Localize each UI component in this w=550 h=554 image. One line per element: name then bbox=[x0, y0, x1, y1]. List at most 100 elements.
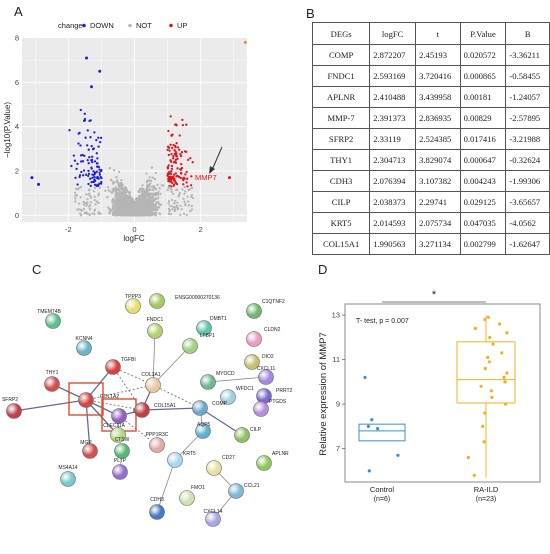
network-node-fmo1[interactable] bbox=[179, 490, 195, 506]
network-node-clec11a[interactable] bbox=[110, 427, 126, 443]
network-node-comp[interactable] bbox=[192, 400, 208, 416]
gene-point bbox=[186, 185, 189, 188]
gene-point bbox=[179, 204, 182, 208]
network-node-krt5[interactable] bbox=[167, 452, 183, 468]
network-node-ccl21[interactable] bbox=[228, 483, 244, 499]
network-edge bbox=[13, 399, 87, 412]
gene-point bbox=[182, 212, 186, 216]
network-node-label: KCNN4 bbox=[76, 336, 93, 342]
network-node-cd27[interactable] bbox=[206, 460, 222, 476]
network-edge bbox=[85, 399, 143, 411]
network-node-label: THY1 bbox=[46, 370, 59, 376]
table-cell: 2.038373 bbox=[369, 191, 417, 213]
network-node-label: PPP1R3C bbox=[146, 432, 169, 438]
network-node-thy1[interactable] bbox=[44, 376, 60, 392]
gene-point bbox=[96, 157, 99, 160]
network-node-tmem74b[interactable] bbox=[45, 313, 61, 329]
gene-point bbox=[190, 208, 194, 211]
network-node-ptgds[interactable] bbox=[253, 401, 269, 417]
gene-point bbox=[169, 204, 172, 208]
network-node-c1qtnf2[interactable] bbox=[246, 303, 262, 319]
gene-point bbox=[98, 168, 101, 171]
gene-point bbox=[109, 190, 112, 193]
network-node-tppp3[interactable] bbox=[125, 298, 141, 314]
network-node-aplnr[interactable] bbox=[256, 455, 272, 471]
group-count-ra-ild: (n=23) bbox=[476, 496, 496, 503]
gene-point bbox=[74, 197, 77, 200]
gene-point bbox=[118, 195, 121, 198]
network-node-col3a1[interactable] bbox=[145, 377, 161, 393]
volcano-ytick: 4 bbox=[15, 122, 19, 131]
network-node-ms4a14[interactable] bbox=[60, 471, 76, 487]
gene-point bbox=[86, 201, 89, 204]
table-cell: THY1 bbox=[311, 149, 371, 171]
gene-point bbox=[178, 134, 181, 137]
gene-point bbox=[78, 175, 81, 179]
box-plot: 7 9 11 13 * T- test, p = 0.007 Relative exp… bbox=[318, 289, 541, 503]
network-node-aqp5[interactable] bbox=[195, 423, 211, 439]
gene-point bbox=[170, 164, 174, 168]
network-node-ltbp1[interactable] bbox=[182, 338, 198, 354]
table-cell: FNDC1 bbox=[311, 65, 371, 87]
table-cell: CDH3 bbox=[311, 170, 371, 192]
gene-point bbox=[73, 191, 77, 195]
network-node-wfdc1[interactable] bbox=[220, 389, 236, 405]
table-row: CDH3 2.076394 3.107382 0.004243 -1.99306 bbox=[311, 170, 550, 192]
network-node-sfrp2[interactable] bbox=[6, 403, 22, 419]
box-data-point bbox=[503, 402, 508, 406]
network-node-label: CDH3 bbox=[150, 497, 164, 503]
gene-point bbox=[185, 214, 188, 217]
gene-point bbox=[98, 186, 102, 189]
network-node-myocd[interactable] bbox=[200, 374, 216, 390]
network-edge bbox=[85, 384, 154, 401]
network-node-tgfbi[interactable] bbox=[105, 359, 121, 375]
gene-point bbox=[125, 201, 128, 204]
gene-point bbox=[155, 191, 158, 195]
network-node-label: CCL21 bbox=[244, 483, 260, 489]
network-node-ctsw[interactable] bbox=[114, 443, 130, 459]
network-node-ppp1r3c[interactable] bbox=[149, 437, 165, 453]
gene-point bbox=[169, 159, 172, 162]
network-node-dmbt1[interactable] bbox=[196, 320, 212, 336]
network-node-pltp[interactable] bbox=[112, 464, 128, 480]
network-node-mmp7[interactable] bbox=[111, 408, 127, 424]
gene-point bbox=[176, 167, 179, 170]
gene-point bbox=[171, 205, 174, 208]
network-node-ensg00000270136[interactable] bbox=[149, 293, 165, 309]
gene-point bbox=[179, 154, 183, 158]
gene-point bbox=[74, 176, 77, 180]
gene-point bbox=[190, 204, 193, 208]
gene-point bbox=[173, 199, 177, 203]
legend-label-down: DOWN bbox=[90, 21, 114, 30]
gene-point bbox=[138, 188, 142, 191]
gene-point bbox=[92, 180, 95, 183]
network-node-cldn2[interactable] bbox=[246, 331, 262, 347]
gene-point bbox=[87, 172, 91, 175]
table-cell: 0.00181 bbox=[459, 86, 507, 108]
network-node-cilp[interactable] bbox=[234, 427, 250, 443]
volcano-xtick: 2 bbox=[199, 225, 203, 234]
gene-point bbox=[148, 179, 151, 182]
gene-point bbox=[68, 129, 71, 132]
gene-point bbox=[87, 148, 90, 151]
box-data-point bbox=[486, 315, 490, 319]
gene-point bbox=[124, 206, 127, 209]
network-node-mgp[interactable] bbox=[82, 443, 98, 459]
network-node-kcnn4[interactable] bbox=[76, 340, 92, 356]
network-node-cxcl11[interactable] bbox=[258, 369, 274, 385]
network-node-col1a2[interactable] bbox=[78, 392, 94, 408]
table-header-cell: B bbox=[505, 22, 550, 45]
network-node-dio2[interactable] bbox=[244, 354, 260, 370]
gene-point bbox=[118, 190, 122, 193]
volcano-xlabel: logFC bbox=[123, 234, 145, 243]
gene-point bbox=[184, 203, 187, 207]
network-node-fndc1[interactable] bbox=[147, 323, 163, 339]
gene-point bbox=[115, 203, 118, 206]
table-cell: -0.32624 bbox=[505, 149, 550, 171]
gene-point bbox=[191, 196, 195, 200]
network-node-cdh3[interactable] bbox=[149, 504, 165, 520]
network-node-col15a1[interactable] bbox=[134, 402, 150, 418]
network-node-cxcl14[interactable] bbox=[205, 511, 221, 527]
gene-point bbox=[79, 108, 82, 112]
table-cell: MMP-7 bbox=[311, 107, 371, 129]
